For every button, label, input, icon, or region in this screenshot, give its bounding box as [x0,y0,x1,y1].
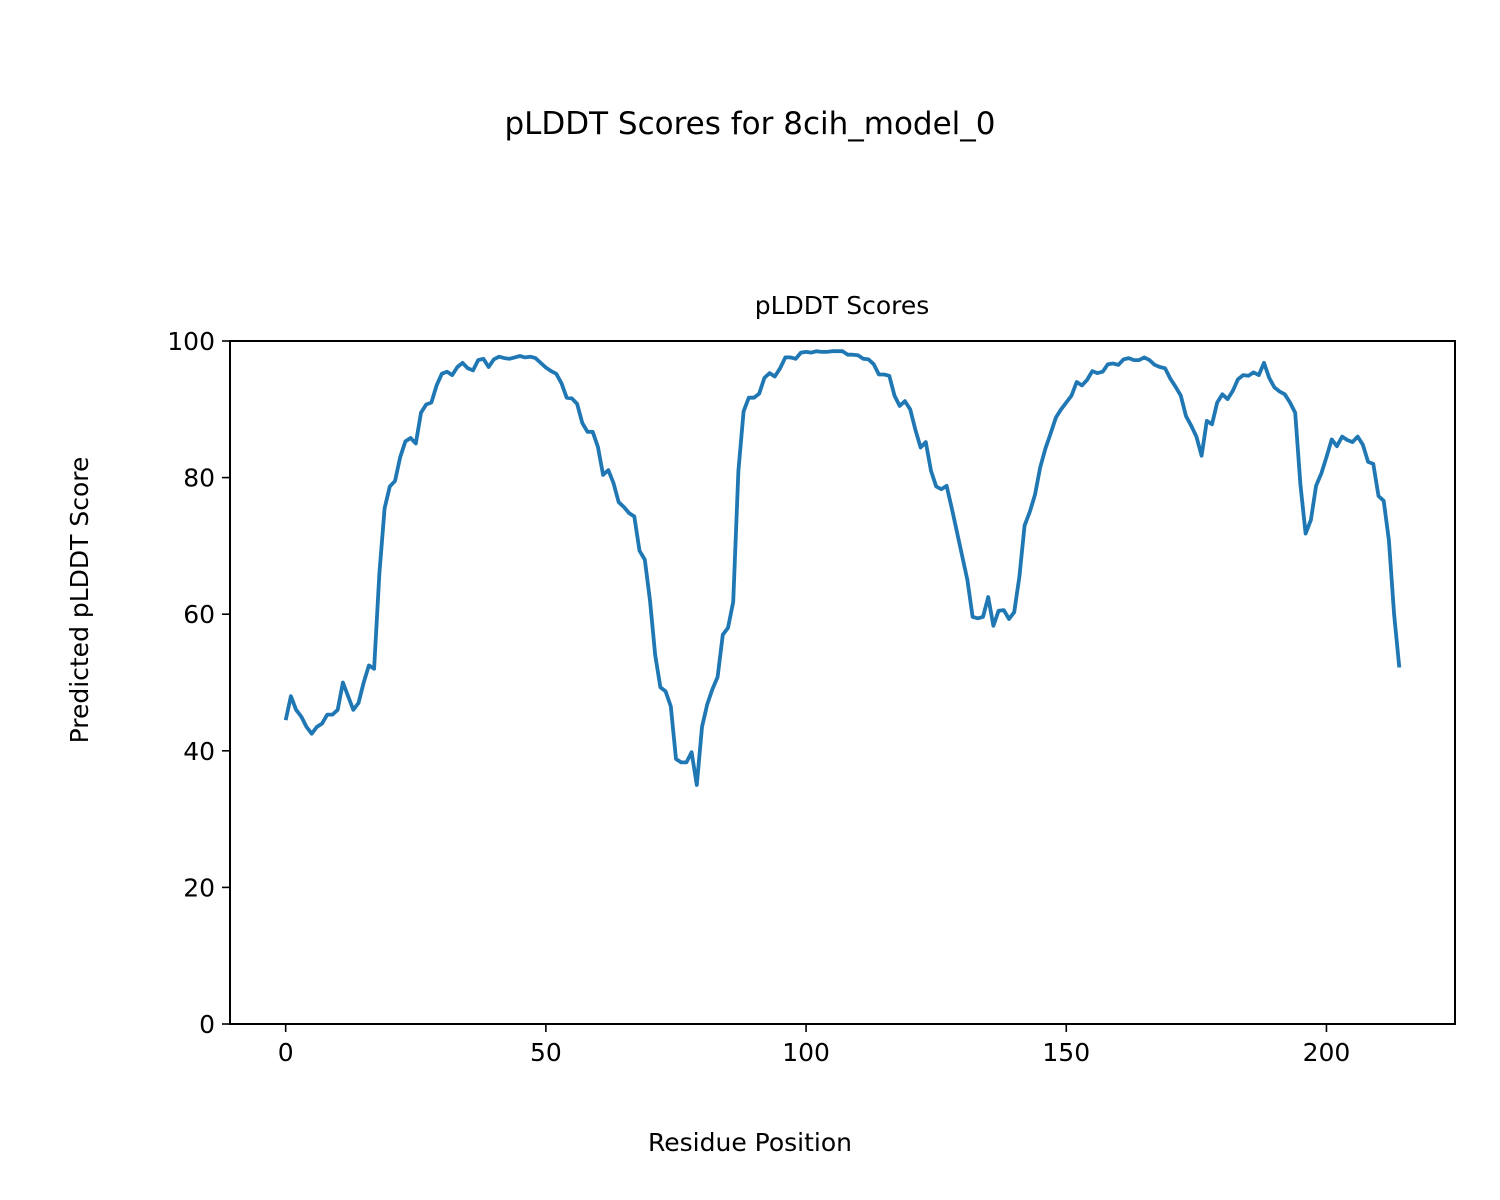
x-tick-label: 100 [782,1038,830,1067]
y-tick-label: 40 [183,737,215,766]
plddt-line [283,349,1402,787]
x-tick-label: 200 [1303,1038,1351,1067]
x-tick-label: 50 [530,1038,562,1067]
y-tick-label: 0 [199,1010,215,1039]
axes-frame [229,340,1456,1025]
axes-title: pLDDT Scores [755,291,930,320]
y-tick-label: 20 [183,873,215,902]
y-tick-label: 80 [183,464,215,493]
y-tick-label: 60 [183,600,215,629]
x-tick-label: 0 [278,1038,294,1067]
y-axis-label: Predicted pLDDT Score [65,457,94,744]
x-axis-label: Residue Position [648,1128,852,1157]
ticks: 0 50 100 150 200 0 20 40 60 80 100 [167,327,1350,1067]
y-tick-label: 100 [167,327,215,356]
figure-title: pLDDT Scores for 8cih_model_0 [504,106,995,142]
x-tick-label: 150 [1042,1038,1090,1067]
series [283,349,1402,787]
